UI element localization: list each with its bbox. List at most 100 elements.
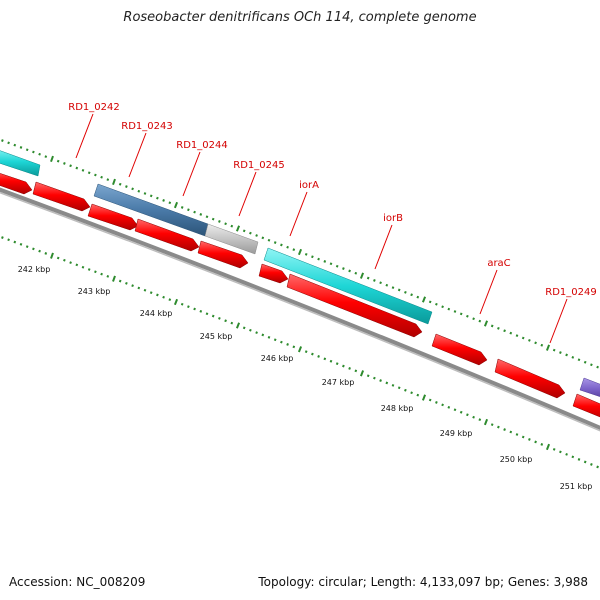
gene-labels: RD1_0242 RD1_0243 RD1_0244 RD1_0245 iorA…	[68, 102, 596, 298]
minor-tick	[441, 403, 444, 407]
minor-tick	[13, 143, 17, 147]
minor-tick	[410, 391, 413, 395]
major-tick	[50, 155, 54, 163]
minor-tick	[472, 317, 475, 321]
minor-tick	[224, 222, 227, 226]
gene-purple-right[interactable]	[579, 377, 600, 400]
gene-label[interactable]: RD1_0249	[545, 287, 596, 298]
gene-label[interactable]: RD1_0243	[121, 121, 172, 132]
major-tick	[421, 394, 427, 401]
gene-label[interactable]: RD1_0245	[233, 160, 284, 171]
minor-tick	[317, 355, 320, 358]
minor-tick	[106, 275, 110, 278]
minor-tick	[230, 224, 234, 228]
cds-arrow[interactable]	[197, 240, 249, 269]
minor-tick	[156, 196, 159, 200]
minor-tick	[472, 415, 475, 419]
gene-label[interactable]: RD1_0244	[176, 140, 227, 151]
minor-tick	[292, 345, 296, 349]
gene-label[interactable]: iorA	[299, 180, 319, 191]
minor-tick	[459, 410, 463, 414]
minor-tick	[497, 425, 500, 429]
major-tick	[173, 201, 179, 209]
gene-label[interactable]: araC	[487, 258, 510, 269]
gene-label[interactable]: RD1_0242	[68, 102, 119, 113]
minor-tick	[273, 338, 277, 342]
minor-tick	[69, 164, 72, 168]
minor-tick	[391, 384, 395, 387]
minor-tick	[25, 148, 29, 152]
minor-tick	[193, 210, 196, 214]
minor-tick	[540, 343, 544, 347]
minor-tick	[534, 440, 537, 444]
minor-tick	[503, 329, 506, 333]
minor-tick	[187, 305, 190, 309]
minor-tick	[180, 302, 184, 306]
gene-iorB[interactable]	[263, 247, 433, 325]
minor-tick	[242, 229, 246, 233]
minor-tick	[528, 438, 531, 441]
minor-tick	[335, 362, 339, 366]
ruler-labels: 242 kbp 243 kbp 244 kbp 245 kbp 246 kbp …	[18, 265, 593, 491]
minor-tick	[596, 365, 599, 369]
cds-arrow[interactable]	[0, 170, 33, 195]
minor-tick	[149, 194, 153, 198]
cds-arrow[interactable]	[32, 181, 91, 212]
minor-tick	[478, 418, 482, 422]
minor-tick	[193, 307, 196, 311]
minor-tick	[180, 206, 184, 209]
minor-tick	[211, 217, 215, 221]
minor-tick	[540, 443, 544, 446]
cds-arrow[interactable]	[572, 393, 600, 421]
minor-tick	[44, 252, 48, 255]
cds-arrow[interactable]	[258, 263, 289, 284]
minor-tick	[311, 255, 314, 259]
minor-tick	[280, 243, 283, 247]
major-tick	[297, 248, 303, 256]
minor-tick	[391, 286, 395, 289]
minor-tick	[131, 187, 134, 191]
minor-tick	[354, 369, 358, 373]
ruler-label: 249 kbp	[440, 429, 473, 438]
minor-tick	[304, 252, 308, 256]
minor-tick	[478, 319, 482, 323]
minor-tick	[404, 388, 407, 392]
gene-cyan-left[interactable]	[0, 147, 41, 177]
major-tick	[483, 320, 489, 327]
minor-tick	[311, 352, 314, 356]
cds-arrow-iorA[interactable]	[286, 273, 423, 338]
minor-tick	[32, 150, 35, 154]
minor-tick	[7, 238, 10, 242]
minor-tick	[453, 310, 457, 313]
gene-rd1-0244[interactable]	[204, 223, 259, 255]
minor-tick	[552, 348, 556, 352]
cds-arrow-araC[interactable]	[431, 333, 488, 366]
accession-text: Accession: NC_008209	[9, 575, 146, 589]
minor-tick	[335, 264, 339, 268]
minor-tick	[205, 312, 209, 316]
outer-strand-genes	[0, 147, 600, 400]
minor-tick	[503, 428, 506, 431]
minor-tick	[1, 139, 4, 142]
gene-label-leaders	[75, 113, 568, 344]
major-tick	[235, 225, 241, 232]
gene-label[interactable]: iorB	[383, 213, 403, 224]
minor-tick	[205, 215, 209, 219]
minor-tick	[466, 413, 469, 417]
minor-tick	[56, 159, 60, 163]
ruler-label: 245 kbp	[200, 332, 233, 341]
minor-tick	[509, 430, 513, 434]
minor-tick	[249, 328, 252, 332]
minor-tick	[348, 269, 351, 273]
minor-tick	[292, 248, 296, 252]
minor-tick	[100, 272, 103, 276]
cds-arrow[interactable]	[494, 358, 566, 399]
minor-tick	[118, 182, 122, 186]
minor-tick	[329, 262, 333, 266]
minor-tick	[242, 326, 246, 330]
minor-tick	[373, 376, 376, 380]
cds-arrow[interactable]	[87, 203, 139, 231]
cds-arrow[interactable]	[134, 218, 200, 252]
